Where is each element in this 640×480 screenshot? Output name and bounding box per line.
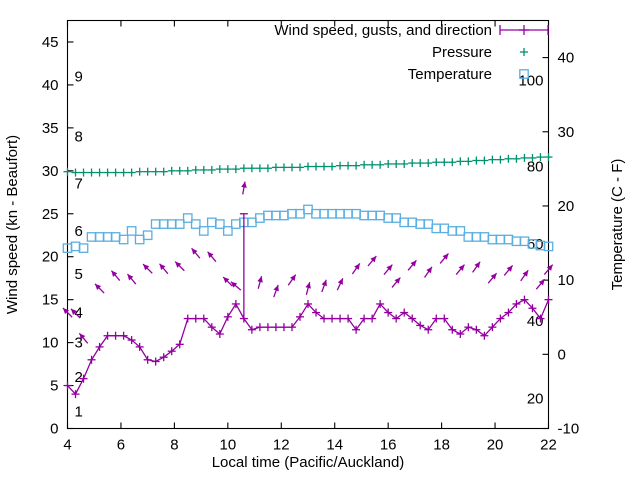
wind-direction-arrow	[78, 332, 89, 344]
wind-direction-arrow	[487, 272, 498, 284]
wind-direction-arrow	[142, 263, 153, 274]
wind-direction-arrow	[222, 276, 233, 287]
x-tick-label: 6	[117, 437, 125, 454]
wind-direction-arrow	[230, 281, 242, 291]
legend-label: Temperature	[408, 66, 492, 83]
x-tick-label: 16	[380, 437, 397, 454]
wind-direction-arrow	[503, 265, 514, 276]
beaufort-scale-labels: 1 2 3 4 5 6 7 8 9	[75, 68, 83, 420]
y2-tick-label: -10	[558, 421, 580, 438]
y2-tick-label: 0	[558, 346, 566, 363]
legend-label: Wind speed, gusts, and direction	[274, 22, 492, 39]
x-tick-label: 4	[63, 437, 71, 454]
humidity-label: 80	[527, 159, 544, 176]
wind-direction-arrow	[191, 247, 201, 259]
wind-direction-arrow	[383, 264, 393, 275]
humidity-label: 20	[527, 390, 544, 407]
wind-direction-arrows	[62, 181, 554, 344]
wind-direction-arrow	[70, 308, 81, 319]
wind-direction-arrow	[287, 274, 297, 286]
y-tick-label: 25	[42, 206, 59, 223]
legend-label: Pressure	[432, 44, 492, 61]
x-tick-label: 12	[273, 437, 290, 454]
x-axis-ticks: 4 6 8 10 12 14 16 18 20 22	[63, 20, 557, 454]
beaufort-label: 9	[75, 68, 83, 85]
x-tick-label: 20	[487, 437, 504, 454]
wind-direction-arrow	[110, 270, 121, 282]
wind-direction-arrow	[273, 284, 279, 298]
y-tick-label: 0	[50, 421, 58, 438]
wind-direction-arrow	[126, 273, 137, 285]
beaufort-label: 1	[75, 403, 83, 420]
x-tick-label: 8	[170, 437, 178, 454]
beaufort-label: 8	[75, 128, 83, 145]
wind-direction-arrow	[472, 261, 481, 273]
wind-direction-arrow	[257, 276, 263, 289]
series-temperature	[62, 204, 554, 253]
wind-direction-arrow	[367, 255, 377, 267]
wind-direction-arrow	[305, 282, 311, 295]
y-tick-label: 20	[42, 249, 59, 266]
y-tick-label: 5	[50, 378, 58, 395]
wind-direction-arrow	[391, 277, 401, 288]
beaufort-label: 6	[75, 223, 83, 240]
x-tick-label: 18	[433, 437, 450, 454]
beaufort-label: 4	[75, 305, 83, 322]
wind-direction-arrow	[241, 181, 247, 195]
beaufort-label: 2	[75, 369, 83, 386]
y-axis-right-ticks: -10 0 10 20 30 40	[542, 50, 580, 438]
wind-direction-arrow	[174, 261, 185, 272]
wind-direction-arrow	[336, 278, 344, 291]
wind-direction-arrow	[321, 279, 327, 293]
wind-direction-arrow	[455, 264, 465, 275]
y-tick-label: 40	[42, 77, 59, 94]
y-axis-left-ticks: 0 5 10 15 20 25 30 35 40 45	[42, 34, 74, 438]
y-axis-left-title: Wind speed (kn - Beaufort)	[4, 135, 21, 314]
y2-tick-label: 30	[558, 124, 575, 141]
y-tick-label: 30	[42, 163, 59, 180]
x-tick-label: 22	[540, 437, 557, 454]
y-tick-label: 10	[42, 335, 59, 352]
humidity-label: 100	[518, 73, 543, 90]
y2-tick-label: 10	[558, 272, 575, 289]
legend: Wind speed, gusts, and direction Pressure…	[274, 22, 549, 83]
beaufort-label: 5	[75, 266, 83, 283]
legend-item[interactable]: Pressure	[432, 44, 528, 61]
x-tick-label: 10	[219, 437, 236, 454]
wind-direction-arrow	[423, 266, 433, 278]
y-tick-label: 35	[42, 120, 59, 137]
wind-direction-arrow	[535, 278, 546, 290]
beaufort-label: 3	[75, 335, 83, 352]
x-axis-title: Local time (Pacific/Auckland)	[212, 454, 405, 471]
wind-direction-arrow	[207, 251, 217, 263]
wind-direction-arrow	[62, 307, 73, 318]
y-tick-label: 15	[42, 292, 59, 309]
wind-direction-arrow	[159, 263, 169, 275]
beaufort-label: 7	[75, 176, 83, 193]
y-axis-right-title: Temperature (C - F)	[609, 159, 626, 291]
legend-item[interactable]: Temperature	[408, 66, 529, 83]
series-wind-speed	[63, 213, 553, 399]
y2-tick-label: 40	[558, 50, 575, 67]
wind-direction-arrow	[94, 283, 105, 294]
wind-direction-arrow	[520, 269, 529, 282]
plot-frame	[66, 19, 550, 430]
x-tick-label: 14	[326, 437, 343, 454]
wind-direction-arrow	[543, 264, 554, 275]
wind-direction-arrow	[439, 253, 449, 264]
series-pressure	[63, 153, 553, 177]
y2-tick-label: 20	[558, 198, 575, 215]
wind-direction-arrow	[351, 263, 361, 275]
wind-direction-arrow	[407, 259, 417, 271]
y-tick-label: 45	[42, 34, 59, 51]
legend-item[interactable]: Wind speed, gusts, and direction	[274, 22, 549, 39]
